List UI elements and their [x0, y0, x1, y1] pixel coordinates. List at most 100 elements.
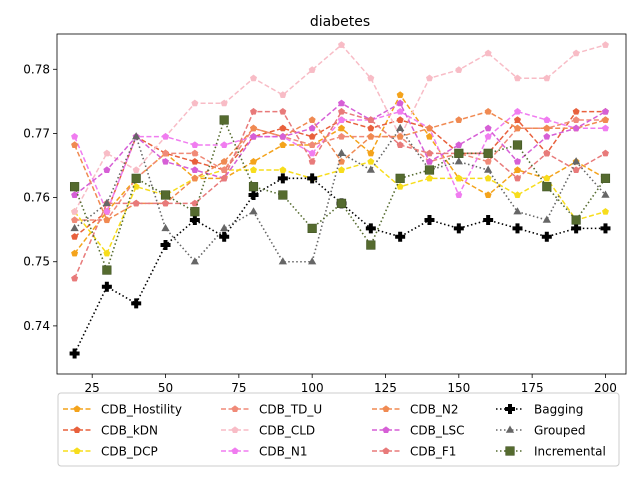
data-point-cdb-dcp — [513, 191, 522, 199]
data-point-bagging — [277, 173, 288, 184]
legend-box — [57, 392, 620, 467]
legend-marker — [505, 425, 515, 433]
legend-marker — [73, 447, 81, 454]
data-point-cdb-cld — [103, 149, 111, 157]
legend-label: Incremental — [534, 445, 606, 459]
data-point-cdb-hostility — [71, 249, 79, 257]
data-point-cdb-lsc — [513, 157, 522, 165]
data-point-cdb-n2 — [543, 124, 551, 132]
legend-item-cdb-n2: CDB_N2 — [372, 403, 458, 417]
legend-label: CDB_F1 — [410, 445, 456, 459]
data-point-cdb-f1 — [513, 174, 522, 182]
data-point-incremental — [336, 198, 347, 208]
data-point-cdb-f1 — [543, 149, 551, 157]
legend-item-incremental: Incremental — [496, 445, 606, 459]
legend-marker — [505, 404, 515, 414]
data-point-cdb-cld — [572, 49, 580, 57]
data-point-cdb-cld — [279, 91, 287, 98]
data-point-bagging — [600, 223, 611, 234]
data-point-incremental — [424, 165, 435, 175]
legend-marker — [382, 447, 390, 454]
data-point-cdb-hostility — [279, 141, 287, 148]
data-point-cdb-n1 — [191, 141, 199, 148]
data-point-cdb-dcp — [601, 207, 609, 215]
data-point-bagging — [248, 190, 259, 201]
data-point-grouped — [571, 157, 581, 165]
data-point-grouped — [484, 165, 493, 173]
data-point-cdb-hostility — [484, 191, 492, 199]
data-point-cdb-n2 — [220, 157, 228, 165]
legend-label: CDB_N2 — [410, 403, 458, 417]
data-point-incremental — [190, 207, 200, 217]
legend-item-cdb-n1: CDB_N1 — [221, 445, 307, 459]
data-point-cdb-n2 — [249, 124, 258, 132]
data-point-cdb-cld — [220, 99, 228, 107]
y-tick-label: 0.75 — [23, 255, 50, 269]
data-point-cdb-dcp — [249, 166, 258, 173]
legend-marker — [382, 405, 390, 412]
data-point-cdb-lsc — [249, 132, 258, 140]
data-point-cdb-n1 — [337, 116, 346, 123]
data-point-cdb-cld — [601, 41, 609, 48]
data-point-cdb-f1 — [132, 199, 140, 207]
legend-item-bagging: Bagging — [496, 403, 583, 417]
data-point-cdb-cld — [543, 74, 551, 82]
legend-marker — [231, 405, 239, 412]
data-point-cdb-f1 — [425, 149, 434, 157]
legend-item-cdb-kdn: CDB_kDN — [63, 424, 158, 438]
data-point-cdb-n2 — [367, 132, 375, 140]
data-point-grouped — [337, 148, 346, 157]
data-point-cdb-n2 — [103, 216, 111, 224]
data-point-incremental — [131, 173, 141, 183]
data-point-cdb-hostility — [337, 124, 346, 132]
data-point-cdb-f1 — [367, 116, 375, 123]
x-tick-label: 200 — [594, 381, 617, 395]
data-point-cdb-lsc — [279, 132, 287, 140]
data-point-incremental — [454, 148, 464, 158]
data-point-cdb-lsc — [425, 157, 434, 165]
data-point-cdb-n1 — [543, 116, 551, 123]
x-tick-label: 125 — [374, 381, 397, 395]
data-point-cdb-kdn — [572, 107, 580, 115]
data-point-cdb-lsc — [396, 99, 404, 107]
data-point-cdb-kdn — [396, 116, 404, 123]
y-tick-label: 0.76 — [23, 191, 50, 205]
data-point-incremental — [219, 115, 229, 125]
data-point-incremental — [600, 173, 611, 183]
data-point-cdb-cld — [71, 207, 79, 215]
data-point-cdb-f1 — [396, 141, 404, 148]
data-point-cdb-lsc — [103, 166, 111, 173]
y-tick-label: 0.78 — [23, 62, 50, 76]
legend-label: CDB_LSC — [410, 424, 465, 438]
data-point-cdb-cld — [308, 66, 316, 73]
data-point-cdb-hostility — [396, 91, 404, 98]
data-point-bagging — [483, 215, 494, 226]
series-cdb-hostility — [71, 91, 609, 257]
data-point-bagging — [131, 298, 142, 309]
legend-marker — [73, 405, 81, 412]
legend-marker — [73, 426, 81, 433]
data-point-grouped — [513, 207, 522, 215]
y-tick-label: 0.77 — [23, 126, 50, 140]
data-point-cdb-f1 — [249, 107, 258, 115]
data-point-cdb-f1 — [279, 107, 287, 115]
data-point-cdb-n1 — [601, 124, 609, 132]
data-point-cdb-cld — [191, 99, 199, 107]
data-point-bagging — [189, 215, 200, 226]
data-point-grouped — [132, 132, 141, 140]
data-point-cdb-cld — [132, 166, 140, 173]
legend-label: CDB_DCP — [101, 445, 158, 459]
data-point-cdb-cld — [484, 49, 492, 57]
data-point-cdb-n1 — [308, 149, 316, 157]
data-point-incremental — [512, 140, 523, 150]
data-point-cdb-td-u — [191, 149, 199, 157]
data-point-cdb-td-u — [161, 149, 170, 157]
legend-marker — [505, 446, 515, 456]
data-point-cdb-cld — [513, 74, 522, 82]
data-point-cdb-n2 — [396, 132, 404, 140]
data-point-bagging — [424, 215, 435, 226]
data-point-cdb-td-u — [308, 141, 316, 148]
legend-item-cdb-cld: CDB_CLD — [221, 424, 315, 438]
axes-frame — [56, 33, 627, 375]
